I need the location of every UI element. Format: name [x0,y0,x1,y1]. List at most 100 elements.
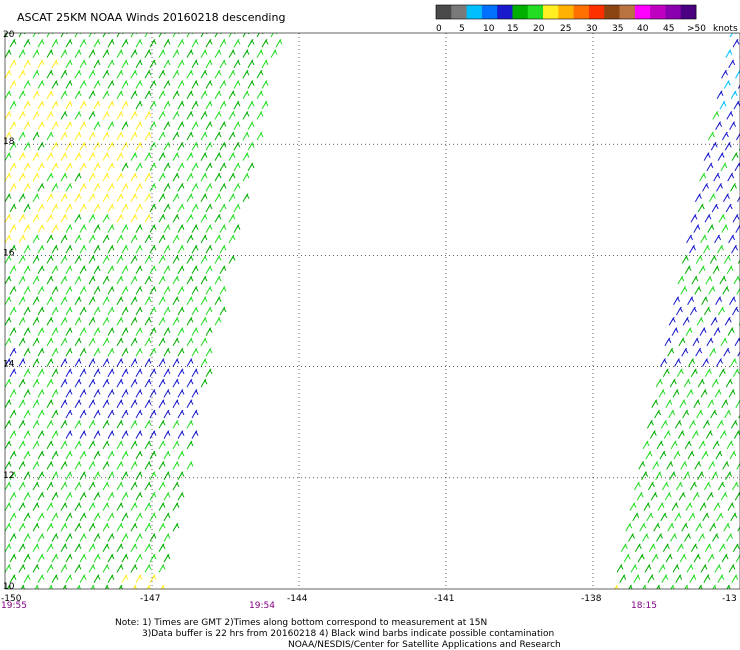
wind-barb [102,193,110,202]
wind-barb [718,214,726,223]
wind-barb [149,162,157,172]
wind-barb [707,399,715,408]
wind-barb [191,203,199,213]
wind-barb [172,317,180,326]
wind-barb [130,193,138,202]
wind-barb [46,193,54,202]
wind-barb [9,59,17,69]
wind-barb [247,39,255,48]
wind-barb [646,512,654,522]
wind-barb [102,358,110,367]
wind-barb [135,59,143,69]
wind-barb [32,481,40,491]
wind-barb [74,461,82,470]
wind-barb [116,564,124,573]
wind-barb [144,172,152,182]
wind-barb [703,152,711,161]
wind-barb [191,80,199,89]
wind-barb [205,203,213,213]
legend-swatch [573,5,590,19]
wind-barb [702,183,709,192]
wind-barb [32,49,40,58]
wind-barb [619,574,627,583]
wind-barb [74,564,82,573]
wind-barb [660,358,667,367]
wind-barb [135,39,143,48]
wind-barb [130,502,138,511]
wind-barb [5,564,12,573]
wind-barb [93,471,101,480]
wind-barb [200,90,208,100]
wind-barb [158,543,166,553]
wind-barb [191,224,199,233]
wind-barb [708,193,716,202]
wind-barb [172,461,180,470]
wind-barb [714,389,722,398]
wind-barb [689,306,697,316]
wind-barb [715,121,723,130]
wind-barb [144,69,152,79]
wind-barb [694,193,702,202]
wind-barb [219,80,227,89]
wind-barb [102,275,110,285]
wind-barb [144,214,152,223]
wind-barb [18,296,26,305]
wind-barb [721,69,728,79]
wind-barb [102,152,110,161]
wind-barb [32,131,40,141]
swath-time: 18:15 [631,601,657,611]
wind-barb [214,234,222,244]
wind-barb [130,275,138,285]
wind-barb [37,59,45,69]
wind-barb [662,368,670,378]
wind-barb [18,543,26,553]
wind-barb [726,533,733,542]
wind-barb [149,80,157,89]
wind-barb [107,430,115,439]
wind-barb [219,203,227,213]
wind-barb [177,59,185,69]
wind-barb [37,142,45,151]
wind-barb [654,409,662,419]
wind-barb [177,142,185,151]
wind-barb [116,296,124,305]
wind-barb [116,33,124,38]
wind-barb [121,183,129,192]
wind-barb [88,49,96,58]
wind-barb [102,172,110,182]
wind-barb [23,183,31,192]
wind-barb [703,306,711,316]
wind-barb [121,574,129,583]
wind-barb [205,265,213,275]
wind-barb [728,234,736,244]
wind-barb [205,347,213,357]
wind-barb [669,378,677,388]
wind-barb [163,80,171,89]
wind-barb [205,183,213,192]
wind-barb [37,39,45,48]
wind-barb [191,409,199,419]
legend-color-bar [435,4,697,20]
wind-barb [135,203,143,213]
wind-barb [163,121,171,130]
wind-barb [88,481,96,491]
wind-barb [93,121,101,130]
wind-barb [172,214,180,223]
wind-barb [121,389,129,398]
wind-barb [130,522,138,532]
longitude-label: -138 [581,594,602,604]
wind-barb [37,389,45,398]
wind-barb [46,420,54,429]
wind-barb [23,492,31,501]
wind-barb [734,337,740,347]
wind-barb [65,224,73,233]
wind-barb [191,347,199,357]
wind-barb [706,492,714,501]
wind-barb [74,234,82,244]
wind-barb [658,564,666,573]
wind-barb [233,59,241,69]
wind-barb [88,152,96,161]
wind-barb [93,80,101,89]
wind-barb [46,255,54,264]
wind-barb [718,368,726,378]
